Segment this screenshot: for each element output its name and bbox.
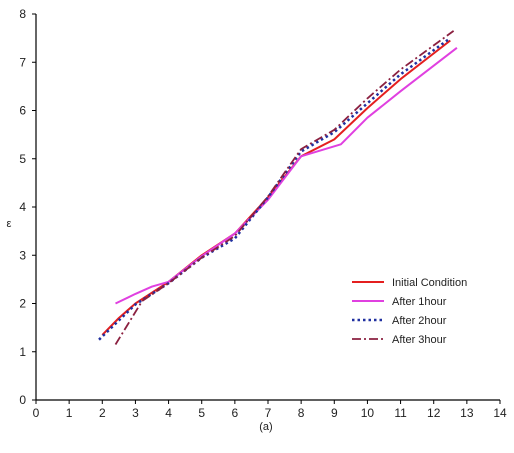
x-tick-label: 7	[265, 406, 272, 420]
x-tick-label: 5	[198, 406, 205, 420]
y-tick-label: 4	[19, 200, 26, 214]
x-tick-label: 0	[33, 406, 40, 420]
y-ticks: 0 1 2 3 4 5 6 7 8	[19, 7, 36, 407]
y-axis-label: ε	[7, 218, 12, 230]
y-tick-label: 6	[19, 104, 26, 118]
x-tick-label: 10	[361, 406, 375, 420]
x-tick-label: 2	[99, 406, 106, 420]
x-tick-label: 1	[66, 406, 73, 420]
legend: Initial Condition After 1hour After 2hour A…	[352, 277, 467, 346]
x-tick-label: 3	[132, 406, 139, 420]
x-tick-label: 14	[493, 406, 507, 420]
series-line-3	[98, 37, 452, 341]
y-tick-label: 7	[19, 55, 26, 69]
y-tick-label: 0	[19, 393, 26, 407]
x-tick-label: 6	[232, 406, 239, 420]
y-tick-label: 8	[19, 7, 26, 21]
legend-label: After 1hour	[392, 296, 447, 308]
legend-label: Initial Condition	[392, 277, 467, 289]
legend-label: After 3hour	[392, 334, 447, 346]
legend-label: After 2hour	[392, 315, 447, 327]
y-tick-label: 3	[19, 248, 26, 262]
x-ticks: 0 1 2 3 4 5 6 7 8 9 10 11 12 13 14	[33, 400, 507, 420]
y-tick-label: 1	[19, 345, 26, 359]
x-tick-label: 11	[394, 406, 407, 420]
x-axis-label: (a)	[259, 421, 272, 433]
x-tick-label: 12	[427, 406, 441, 420]
y-tick-label: 5	[19, 152, 26, 166]
x-tick-label: 4	[165, 406, 172, 420]
x-tick-label: 9	[331, 406, 338, 420]
y-tick-label: 2	[19, 297, 26, 311]
series-line-4	[114, 30, 455, 345]
x-tick-label: 8	[298, 406, 305, 420]
x-tick-label: 13	[460, 406, 474, 420]
series-lines	[98, 30, 458, 345]
